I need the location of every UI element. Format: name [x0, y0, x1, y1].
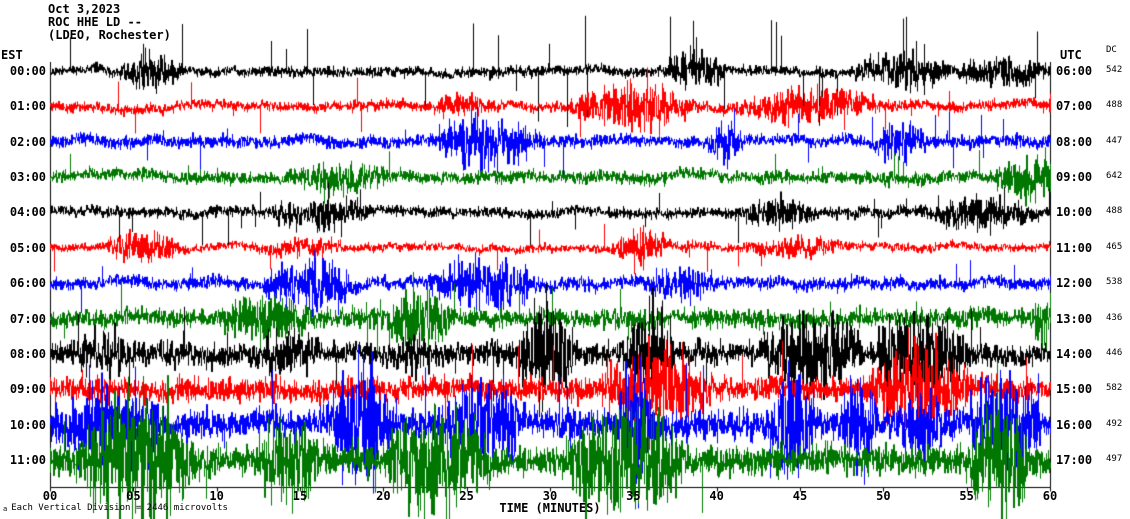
- dc-value: 447: [1106, 135, 1123, 146]
- est-time-label: 05:00: [9, 240, 46, 255]
- x-tick-label: 45: [792, 489, 808, 503]
- dc-value: 488: [1106, 206, 1123, 217]
- right-axis-label: UTC: [1060, 48, 1082, 62]
- utc-time-label: 17:00: [1056, 452, 1093, 467]
- x-tick-label: 55: [959, 489, 974, 503]
- dc-value: 497: [1106, 453, 1123, 464]
- est-time-label: 07:00: [9, 311, 46, 326]
- est-time-label: 11:00: [9, 452, 46, 467]
- utc-time-label: 07:00: [1056, 99, 1093, 114]
- est-time-label: 00:00: [9, 64, 46, 78]
- footer-text: Each Vertical Division = 2446 microvolts: [11, 503, 228, 513]
- dc-value: 436: [1106, 312, 1123, 323]
- x-tick-label: 35: [626, 489, 641, 503]
- title-location: (LDEO, Rochester): [48, 28, 171, 42]
- x-axis-title: TIME (MINUTES): [499, 501, 601, 515]
- dc-value: 542: [1106, 65, 1123, 75]
- utc-time-label: 15:00: [1056, 382, 1093, 397]
- dc-value: 642: [1106, 171, 1123, 182]
- x-tick-label: 15: [292, 489, 308, 503]
- utc-time-label: 11:00: [1056, 240, 1093, 255]
- x-tick-label: 50: [876, 489, 891, 503]
- title-date: Oct 3,2023: [48, 2, 121, 16]
- utc-time-label: 14:00: [1056, 346, 1093, 361]
- dc-value: 582: [1106, 383, 1123, 394]
- dc-value: 446: [1106, 347, 1123, 358]
- est-time-label: 10:00: [9, 417, 46, 432]
- dc-axis-label: DC: [1106, 45, 1117, 55]
- scale-footer: a Each Vertical Division = 2446 microvolt…: [3, 503, 228, 513]
- utc-time-label: 12:00: [1056, 276, 1093, 291]
- title-block: Oct 3,2023 ROC HHE LD -- (LDEO, Rocheste…: [48, 3, 171, 42]
- x-tick-label: 00: [42, 489, 58, 503]
- dc-value: 488: [1106, 100, 1123, 111]
- est-time-label: 06:00: [9, 276, 46, 291]
- utc-time-label: 10:00: [1056, 205, 1093, 220]
- x-tick-label: 10: [209, 489, 224, 503]
- utc-time-label: 08:00: [1056, 134, 1093, 149]
- title-station: ROC HHE LD --: [48, 15, 142, 29]
- utc-time-label: 16:00: [1056, 417, 1093, 432]
- x-tick-label: 20: [376, 489, 391, 503]
- dc-value: 538: [1106, 277, 1123, 288]
- utc-time-label: 13:00: [1056, 311, 1093, 326]
- utc-time-label: 06:00: [1056, 64, 1093, 78]
- dc-value: 492: [1106, 418, 1123, 429]
- est-time-label: 04:00: [9, 205, 46, 220]
- est-time-label: 08:00: [9, 346, 46, 361]
- est-time-label: 01:00: [9, 99, 46, 114]
- x-tick-label: 30: [542, 489, 558, 503]
- x-tick-label: 60: [1042, 489, 1058, 503]
- x-tick-label: 40: [709, 489, 724, 503]
- dc-value: 465: [1106, 241, 1123, 252]
- x-tick-label: 05: [126, 489, 141, 503]
- left-axis-label: EST: [1, 48, 23, 62]
- footer-marker: a: [3, 505, 8, 513]
- est-time-label: 09:00: [9, 382, 46, 397]
- x-tick-label: 25: [459, 489, 474, 503]
- est-time-label: 03:00: [9, 170, 46, 185]
- utc-time-label: 09:00: [1056, 170, 1093, 185]
- est-time-label: 02:00: [9, 134, 46, 149]
